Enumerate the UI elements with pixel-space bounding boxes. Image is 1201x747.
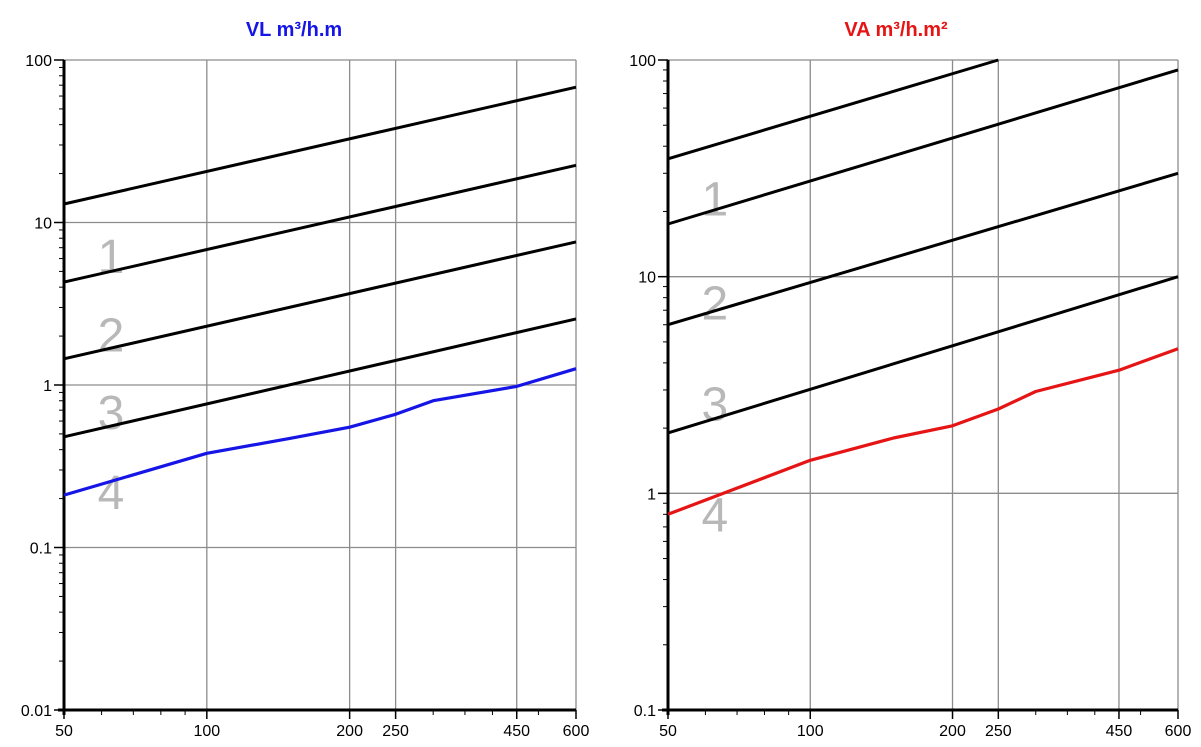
- y-tick-label: 100: [25, 53, 52, 70]
- class-label: 1: [98, 231, 125, 284]
- x-tick-label: 50: [659, 723, 677, 740]
- data-series-line: [667, 347, 1179, 516]
- class-line: [667, 171, 1179, 327]
- x-tick-label: 50: [55, 723, 73, 740]
- y-tick-label: 10: [638, 270, 656, 287]
- class-line: [667, 275, 1179, 435]
- class-line: [63, 240, 577, 361]
- class-line: [667, 58, 999, 161]
- class-line: [63, 163, 577, 284]
- y-tick-label: 1: [43, 378, 52, 395]
- class-label: 2: [98, 309, 125, 362]
- y-tick-label: 1: [647, 486, 656, 503]
- class-line: [667, 68, 1179, 226]
- x-tick-label: 600: [563, 723, 590, 740]
- x-tick-label: 600: [1165, 723, 1192, 740]
- class-label: 3: [702, 378, 729, 431]
- x-tick-label: 450: [1106, 723, 1133, 740]
- x-tick-label: 100: [797, 723, 824, 740]
- class-line: [63, 85, 577, 206]
- x-tick-label: 450: [503, 723, 530, 740]
- class-line: [63, 317, 577, 439]
- x-tick-label: 200: [336, 723, 363, 740]
- class-label: 2: [702, 277, 729, 330]
- x-tick-label: 100: [193, 723, 220, 740]
- x-tick-label: 200: [939, 723, 966, 740]
- x-tick-label: 250: [382, 723, 409, 740]
- class-label: 4: [98, 467, 125, 520]
- y-tick-label: 10: [34, 216, 52, 233]
- x-tick-label: 250: [985, 723, 1012, 740]
- y-tick-label: 0.1: [634, 703, 656, 720]
- chart-title: VL m³/h.m: [246, 19, 342, 41]
- y-tick-label: 0.1: [30, 541, 52, 558]
- class-label: 1: [702, 173, 729, 226]
- data-series-line: [63, 367, 577, 497]
- y-tick-label: 100: [629, 53, 656, 70]
- vl-chart: VL m³/h.m 0.01 0.1 1 10 100 50 100 200 250 450 600 1…: [21, 19, 590, 740]
- y-tick-label: 0.01: [21, 703, 52, 720]
- class-label: 3: [98, 387, 125, 440]
- chart-title: VA m³/h.m²: [844, 19, 948, 41]
